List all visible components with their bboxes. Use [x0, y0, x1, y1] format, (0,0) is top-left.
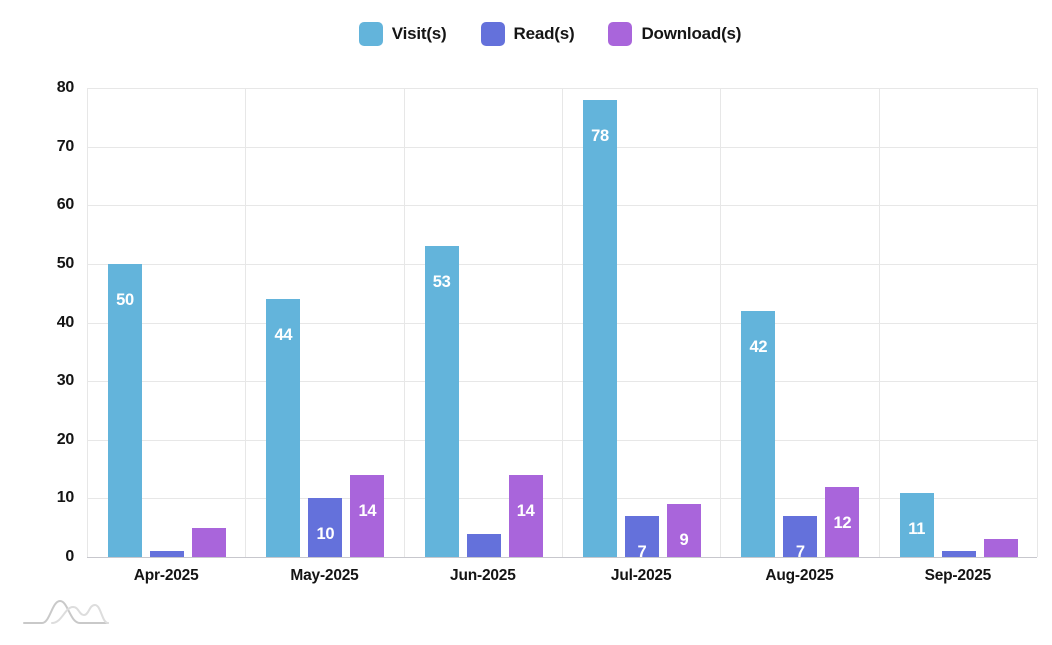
y-axis-tick-label: 40: [56, 313, 75, 331]
bar-value-label: 7: [795, 542, 805, 561]
bar-read-s-jul-2025[interactable]: 7: [625, 515, 659, 561]
x-axis-tick-label: Apr-2025: [133, 567, 199, 584]
bar-value-label: 50: [116, 290, 134, 309]
legend-item-read-s[interactable]: Read(s): [480, 22, 575, 46]
y-axis-tick-label: 30: [56, 372, 75, 390]
gridline-vertical: [403, 88, 405, 557]
gridline-vertical: [720, 88, 722, 557]
bar-read-s-jun-2025[interactable]: [466, 533, 501, 557]
bar-read-s-apr-2025[interactable]: [150, 551, 184, 557]
x-axis-line: [87, 557, 1037, 558]
y-axis-tick-label: 60: [56, 196, 75, 214]
bar-value-label: 10: [316, 525, 335, 544]
y-axis-tick-label: 0: [65, 548, 74, 565]
bar-read-s-aug-2025[interactable]: 7: [783, 515, 818, 561]
legend-item-visit-s[interactable]: Visit(s): [358, 22, 447, 46]
y-axis-tick-label: 10: [56, 489, 75, 507]
legend-label: Download(s): [641, 24, 742, 43]
x-axis-tick-label: May-2025: [290, 567, 359, 584]
bar-value-label: 53: [432, 273, 451, 292]
y-axis-tick-label: 50: [56, 254, 75, 272]
y-axis-tick-label: 70: [56, 137, 75, 155]
overlapping-curves-logo-icon: [23, 599, 109, 624]
bar-value-label: 44: [274, 326, 293, 345]
legend-swatch-icon: [608, 22, 633, 46]
bar-read-s-sep-2025[interactable]: [941, 551, 976, 557]
bar-visit-s-aug-2025[interactable]: 42: [741, 310, 776, 557]
bar-visit-s-may-2025[interactable]: 44: [266, 299, 301, 557]
plot-area: 50 44 10 14 53 14 78 7 9 42 7 12 11: [87, 88, 1038, 561]
legend-swatch-icon: [358, 22, 383, 46]
bar-value-label: 7: [637, 542, 647, 561]
gridline-vertical: [562, 88, 563, 557]
y-axis-tick-label: 80: [56, 79, 75, 96]
bar-value-label: 14: [358, 501, 377, 520]
bar-visit-s-jul-2025[interactable]: 78: [583, 99, 617, 557]
bar-download-s-may-2025[interactable]: 14: [350, 474, 385, 557]
bar-value-label: 78: [591, 126, 609, 145]
bar-visit-s-jun-2025[interactable]: 53: [424, 246, 459, 557]
x-axis-tick-label: Jun-2025: [450, 567, 516, 584]
bar-download-s-aug-2025[interactable]: 12: [825, 486, 860, 557]
bar-value-label: 42: [749, 337, 768, 356]
chart-legend: Visit(s) Read(s) Download(s): [0, 22, 1052, 46]
bar-value-label: 9: [679, 531, 689, 550]
bar-download-s-jun-2025[interactable]: 14: [508, 474, 543, 557]
legend-swatch-icon: [480, 22, 505, 46]
bar-value-label: 11: [908, 519, 926, 538]
gridline-vertical: [245, 88, 247, 557]
bar-visit-s-sep-2025[interactable]: 11: [899, 492, 934, 557]
bar-download-s-jul-2025[interactable]: 9: [667, 504, 701, 557]
y-axis-tick-label: 20: [56, 430, 75, 448]
x-axis-tick-label: Sep-2025: [924, 567, 992, 584]
x-axis-tick-label: Aug-2025: [765, 567, 834, 584]
bar-download-s-sep-2025[interactable]: [983, 539, 1018, 557]
bar-read-s-may-2025[interactable]: 10: [308, 498, 343, 557]
bar-download-s-apr-2025[interactable]: [192, 527, 226, 557]
gridline-vertical: [878, 88, 880, 557]
x-axis-labels: Apr-2025 May-2025 Jun-2025 Jul-2025 Aug-2025…: [87, 564, 1037, 590]
bar-visit-s-apr-2025[interactable]: 50: [108, 263, 142, 557]
legend-label: Visit(s): [391, 24, 447, 43]
gridline-vertical: [1037, 88, 1038, 557]
legend-label: Read(s): [513, 24, 575, 43]
x-axis-tick-label: Jul-2025: [610, 567, 672, 584]
bar-value-label: 12: [833, 513, 852, 532]
gridline-vertical: [87, 88, 88, 557]
y-axis-labels: 0 10 20 30 40 50 60 70 80: [0, 79, 75, 565]
bar-value-label: 14: [516, 501, 535, 520]
legend-item-download-s[interactable]: Download(s): [608, 22, 741, 46]
